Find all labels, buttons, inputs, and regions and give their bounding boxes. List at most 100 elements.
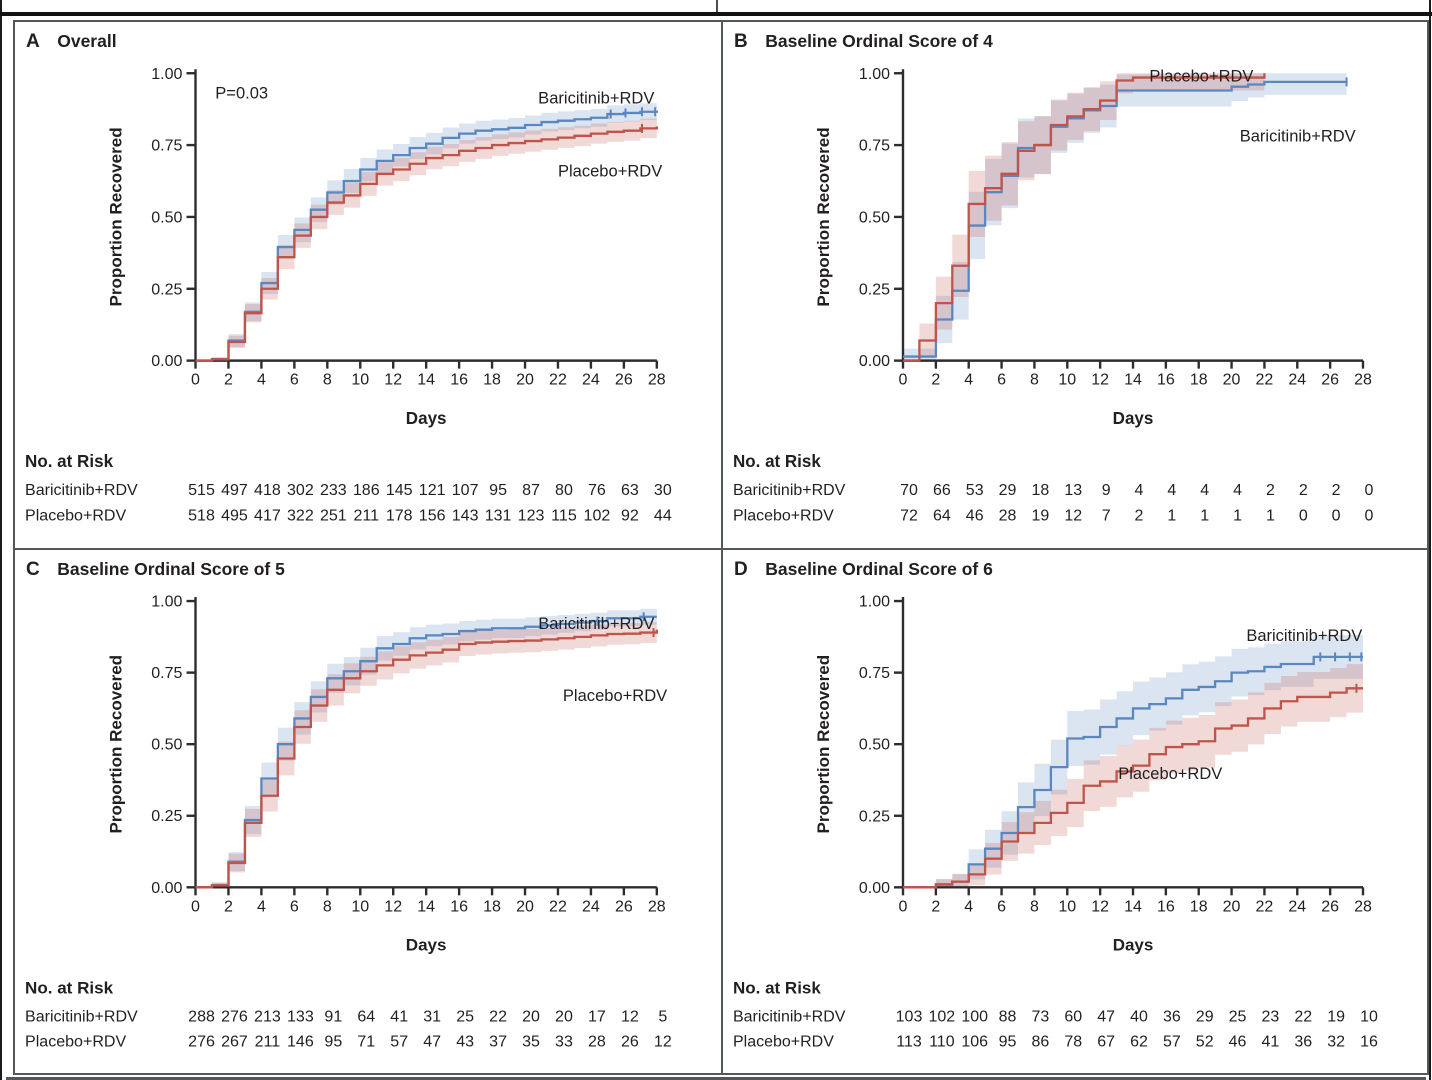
at-risk-value: 57 (390, 1032, 408, 1050)
at-risk-value: 103 (896, 1008, 923, 1025)
x-tick-label: 22 (549, 371, 567, 389)
at-risk-value: 233 (320, 481, 347, 499)
ci-band-baricitinib (903, 73, 1347, 361)
at-risk-value: 417 (254, 506, 281, 524)
series-label: Placebo+RDV (1118, 765, 1222, 783)
x-tick-label: 6 (290, 371, 299, 389)
at-risk-value: 41 (390, 1007, 408, 1025)
panel-title: Baseline Ordinal Score of 6 (765, 558, 993, 579)
at-risk-value: 133 (287, 1007, 314, 1025)
at-risk-value: 91 (324, 1007, 342, 1025)
at-risk-value: 23 (1262, 1008, 1280, 1025)
at-risk-value: 95 (999, 1033, 1017, 1050)
y-tick-label: 0.25 (151, 807, 182, 825)
at-risk-value: 0 (1299, 506, 1308, 524)
at-risk-value: 515 (188, 481, 215, 499)
x-tick-label: 2 (931, 371, 940, 389)
at-risk-value: 418 (254, 481, 281, 499)
at-risk-value: 0 (1365, 481, 1374, 499)
at-risk-value: 110 (929, 1033, 955, 1050)
x-tick-label: 10 (351, 371, 369, 389)
x-tick-label: 4 (964, 898, 973, 915)
at-risk-value: 251 (320, 506, 347, 524)
x-tick-label: 4 (257, 371, 266, 389)
x-tick-label: 22 (1256, 371, 1274, 389)
at-risk-value: 107 (452, 481, 479, 499)
at-risk-value: 9 (1102, 481, 1111, 499)
at-risk-value: 131 (485, 506, 512, 524)
y-tick-label: 0.00 (151, 878, 182, 896)
series-label: Placebo+RDV (1149, 66, 1253, 85)
x-tick-label: 2 (224, 897, 233, 915)
at-risk-value: 186 (353, 481, 380, 499)
at-risk-value: 113 (896, 1033, 922, 1050)
at-risk-value: 92 (621, 506, 639, 524)
ci-band-placebo (903, 73, 1265, 361)
at-risk-value: 4 (1233, 481, 1242, 499)
at-risk-value: 63 (621, 481, 639, 499)
at-risk-value: 20 (555, 1007, 573, 1025)
at-risk-value: 4 (1200, 481, 1209, 499)
at-risk-value: 64 (933, 506, 951, 524)
y-tick-label: 0.00 (859, 879, 890, 896)
at-risk-value: 4 (1167, 481, 1176, 499)
at-risk-value: 156 (419, 506, 446, 524)
x-tick-label: 12 (384, 897, 402, 915)
panel-a-header: A Overall (26, 31, 117, 53)
x-tick-label: 2 (224, 371, 233, 389)
x-tick-label: 10 (351, 897, 369, 915)
at-risk-value: 25 (456, 1007, 474, 1025)
x-tick-label: 24 (582, 897, 600, 915)
x-tick-label: 28 (648, 897, 666, 915)
at-risk-row-label: Placebo+RDV (25, 506, 126, 524)
series-label: Baricitinib+RDV (538, 614, 654, 633)
at-risk-table: No. at Risk Baricitinib+RDV 288 276 213 133 91… (25, 978, 672, 1050)
at-risk-value: 106 (961, 1033, 988, 1050)
at-risk-value: 12 (621, 1007, 639, 1025)
y-tick-label: 0.25 (151, 280, 182, 298)
at-risk-value: 53 (966, 481, 984, 499)
series-label: Baricitinib+RDV (1240, 127, 1356, 146)
at-risk-value: 518 (188, 506, 215, 524)
at-risk-value: 19 (1327, 1008, 1345, 1025)
series-label: Placebo+RDV (563, 686, 667, 705)
x-axis-title: Days (406, 935, 447, 954)
tick-labels: 0.000.250.500.751.000 2 4 6 8 10 12 14 16 18 20 22 2… (151, 65, 666, 389)
x-tick-label: 6 (290, 897, 299, 915)
axes (894, 69, 1365, 369)
at-risk-value: 86 (1032, 1033, 1050, 1050)
x-tick-label: 22 (1256, 898, 1274, 915)
ci-band-baricitinib (195, 102, 657, 361)
at-risk-value: 62 (1130, 1033, 1148, 1050)
series-label: Baricitinib+RDV (1246, 627, 1362, 645)
at-risk-value: 22 (1294, 1008, 1312, 1025)
x-tick-label: 18 (483, 897, 501, 915)
at-risk-value: 1 (1266, 506, 1275, 524)
x-tick-label: 10 (1058, 898, 1076, 915)
at-risk-value: 26 (621, 1032, 639, 1050)
at-risk-value: 46 (1229, 1033, 1247, 1050)
chart-C: 0.000.250.500.751.000 2 4 6 8 10 12 14 16 18 20 22 2… (25, 592, 672, 1050)
at-risk-value: 20 (522, 1007, 540, 1025)
at-risk-value: 78 (1064, 1033, 1082, 1050)
at-risk-value: 13 (1064, 481, 1082, 499)
figure-outer-left-border (0, 0, 2, 1080)
ci-band-placebo (195, 116, 657, 361)
y-axis-title: Proportion Recovered (814, 654, 833, 833)
curve-baricitinib (195, 615, 657, 888)
x-tick-label: 8 (1030, 371, 1039, 389)
at-risk-value: 1 (1233, 506, 1242, 524)
y-tick-label: 0.75 (151, 137, 182, 155)
at-risk-value: 12 (654, 1032, 672, 1050)
x-tick-label: 12 (1091, 371, 1109, 389)
at-risk-value: 36 (1294, 1033, 1312, 1050)
at-risk-value: 1 (1167, 506, 1176, 524)
panel-d: D Baseline Ordinal Score of 6 0.00 0.25 0.5… (721, 547, 1427, 1073)
x-tick-label: 14 (1124, 898, 1142, 915)
at-risk-value: 44 (654, 506, 672, 524)
at-risk-row-label: Baricitinib+RDV (733, 1008, 846, 1025)
x-tick-label: 14 (417, 897, 435, 915)
at-risk-value: 143 (452, 506, 479, 524)
at-risk-value: 73 (1032, 1008, 1050, 1025)
